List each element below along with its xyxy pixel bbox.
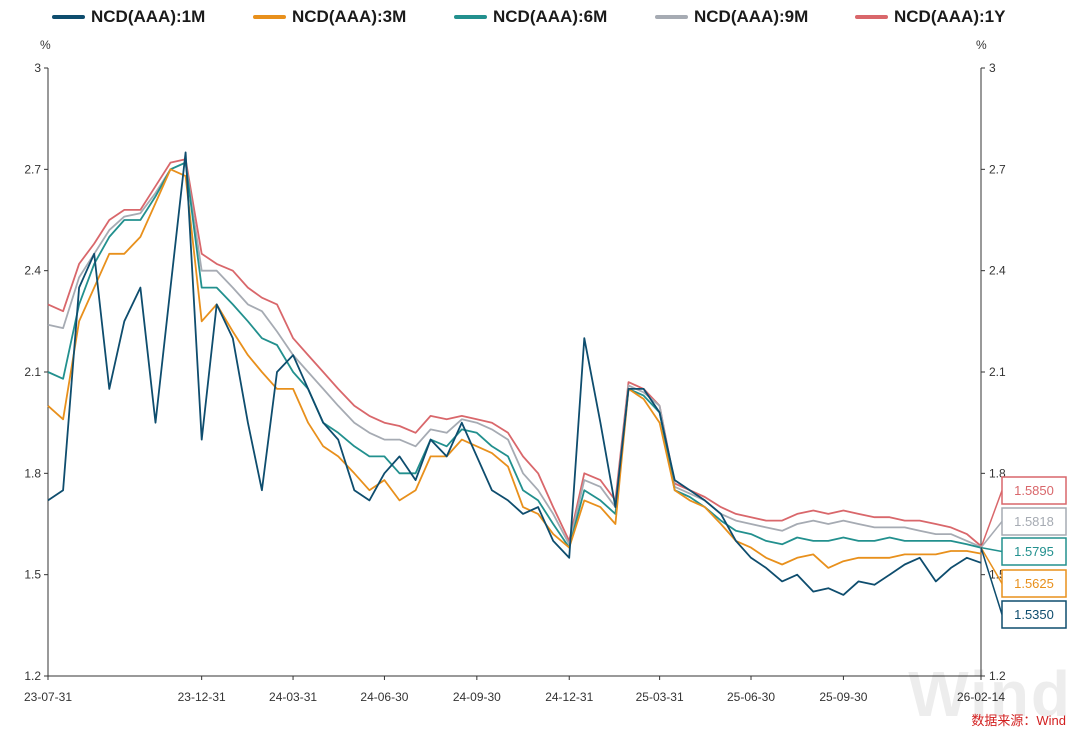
legend-label-3m: NCD(AAA):3M (292, 7, 407, 26)
series-line-ncdaaa9m (47, 161, 982, 548)
legend-item-1y[interactable]: NCD(AAA):1Y (855, 4, 1005, 30)
source-note: 数据来源：Wind (971, 713, 1066, 728)
legend-swatch-9m (655, 15, 688, 19)
left-axis-unit: % (40, 38, 51, 52)
y-tick-label-left: 1.2 (24, 669, 41, 683)
x-tick-label: 24-06-30 (360, 690, 408, 704)
x-tick-label: 24-09-30 (453, 690, 501, 704)
legend-swatch-1y (855, 15, 888, 19)
series-line-ncdaaa3m (47, 168, 982, 569)
series-line-ncdaaa1y (47, 158, 982, 547)
y-tick-label-right: 2.4 (989, 264, 1006, 278)
legend-label-6m: NCD(AAA):6M (493, 7, 608, 26)
x-tick-label: 26-02-14 (957, 690, 1005, 704)
end-label-leader (980, 546, 1003, 553)
legend-item-6m[interactable]: NCD(AAA):6M (454, 4, 607, 30)
y-tick-label-right: 1.2 (989, 669, 1006, 683)
y-tick-label-left: 3 (34, 61, 41, 75)
end-label-box (1001, 507, 1067, 536)
y-tick-label-right: 3 (989, 61, 996, 75)
y-tick-label-left: 1.5 (24, 568, 41, 582)
end-label-box (1001, 537, 1067, 566)
end-label-leader (980, 547, 1003, 615)
y-tick-label-right: 2.1 (989, 365, 1006, 379)
legend-label-1m: NCD(AAA):1M (91, 7, 206, 26)
legend-swatch-1m (52, 15, 85, 19)
end-label-leader (980, 547, 1003, 584)
y-tick-label-right: 2.7 (989, 162, 1006, 176)
y-tick-label-left: 2.4 (24, 264, 41, 278)
end-label-box (1001, 476, 1067, 505)
x-tick-label: 25-09-30 (819, 690, 867, 704)
legend-item-9m[interactable]: NCD(AAA):9M (655, 4, 808, 30)
x-tick-label: 23-07-31 (24, 690, 72, 704)
end-value-label: 1.5350 (1014, 607, 1054, 622)
series-line-ncdaaa1m (47, 151, 982, 596)
x-tick-label: 25-03-31 (636, 690, 684, 704)
end-value-label: 1.5850 (1014, 483, 1054, 498)
legend-item-3m[interactable]: NCD(AAA):3M (253, 4, 406, 30)
right-axis-unit: % (976, 38, 987, 52)
end-label-box (1001, 600, 1067, 629)
legend-swatch-6m (454, 15, 487, 19)
y-tick-label-left: 2.1 (24, 365, 41, 379)
y-tick-label-left: 1.8 (24, 466, 41, 480)
end-label-leader (980, 490, 1003, 548)
x-tick-label: 24-03-31 (269, 690, 317, 704)
end-value-label: 1.5795 (1014, 544, 1054, 559)
legend-item-1m[interactable]: NCD(AAA):1M (52, 4, 205, 30)
end-label-leader (980, 521, 1003, 549)
legend-label-9m: NCD(AAA):9M (694, 7, 809, 26)
end-value-label: 1.5818 (1014, 514, 1054, 529)
x-tick-label: 23-12-31 (178, 690, 226, 704)
x-tick-label: 25-06-30 (727, 690, 775, 704)
series-line-ncdaaa6m (47, 161, 982, 549)
end-value-label: 1.5625 (1014, 576, 1054, 591)
x-tick-label: 24-12-31 (545, 690, 593, 704)
legend-label-1y: NCD(AAA):1Y (894, 7, 1006, 26)
legend-swatch-3m (253, 15, 286, 19)
y-tick-label-left: 2.7 (24, 162, 41, 176)
end-label-box (1001, 569, 1067, 598)
legend: NCD(AAA):1M NCD(AAA):3M NCD(AAA):6M NCD(… (0, 4, 1080, 30)
